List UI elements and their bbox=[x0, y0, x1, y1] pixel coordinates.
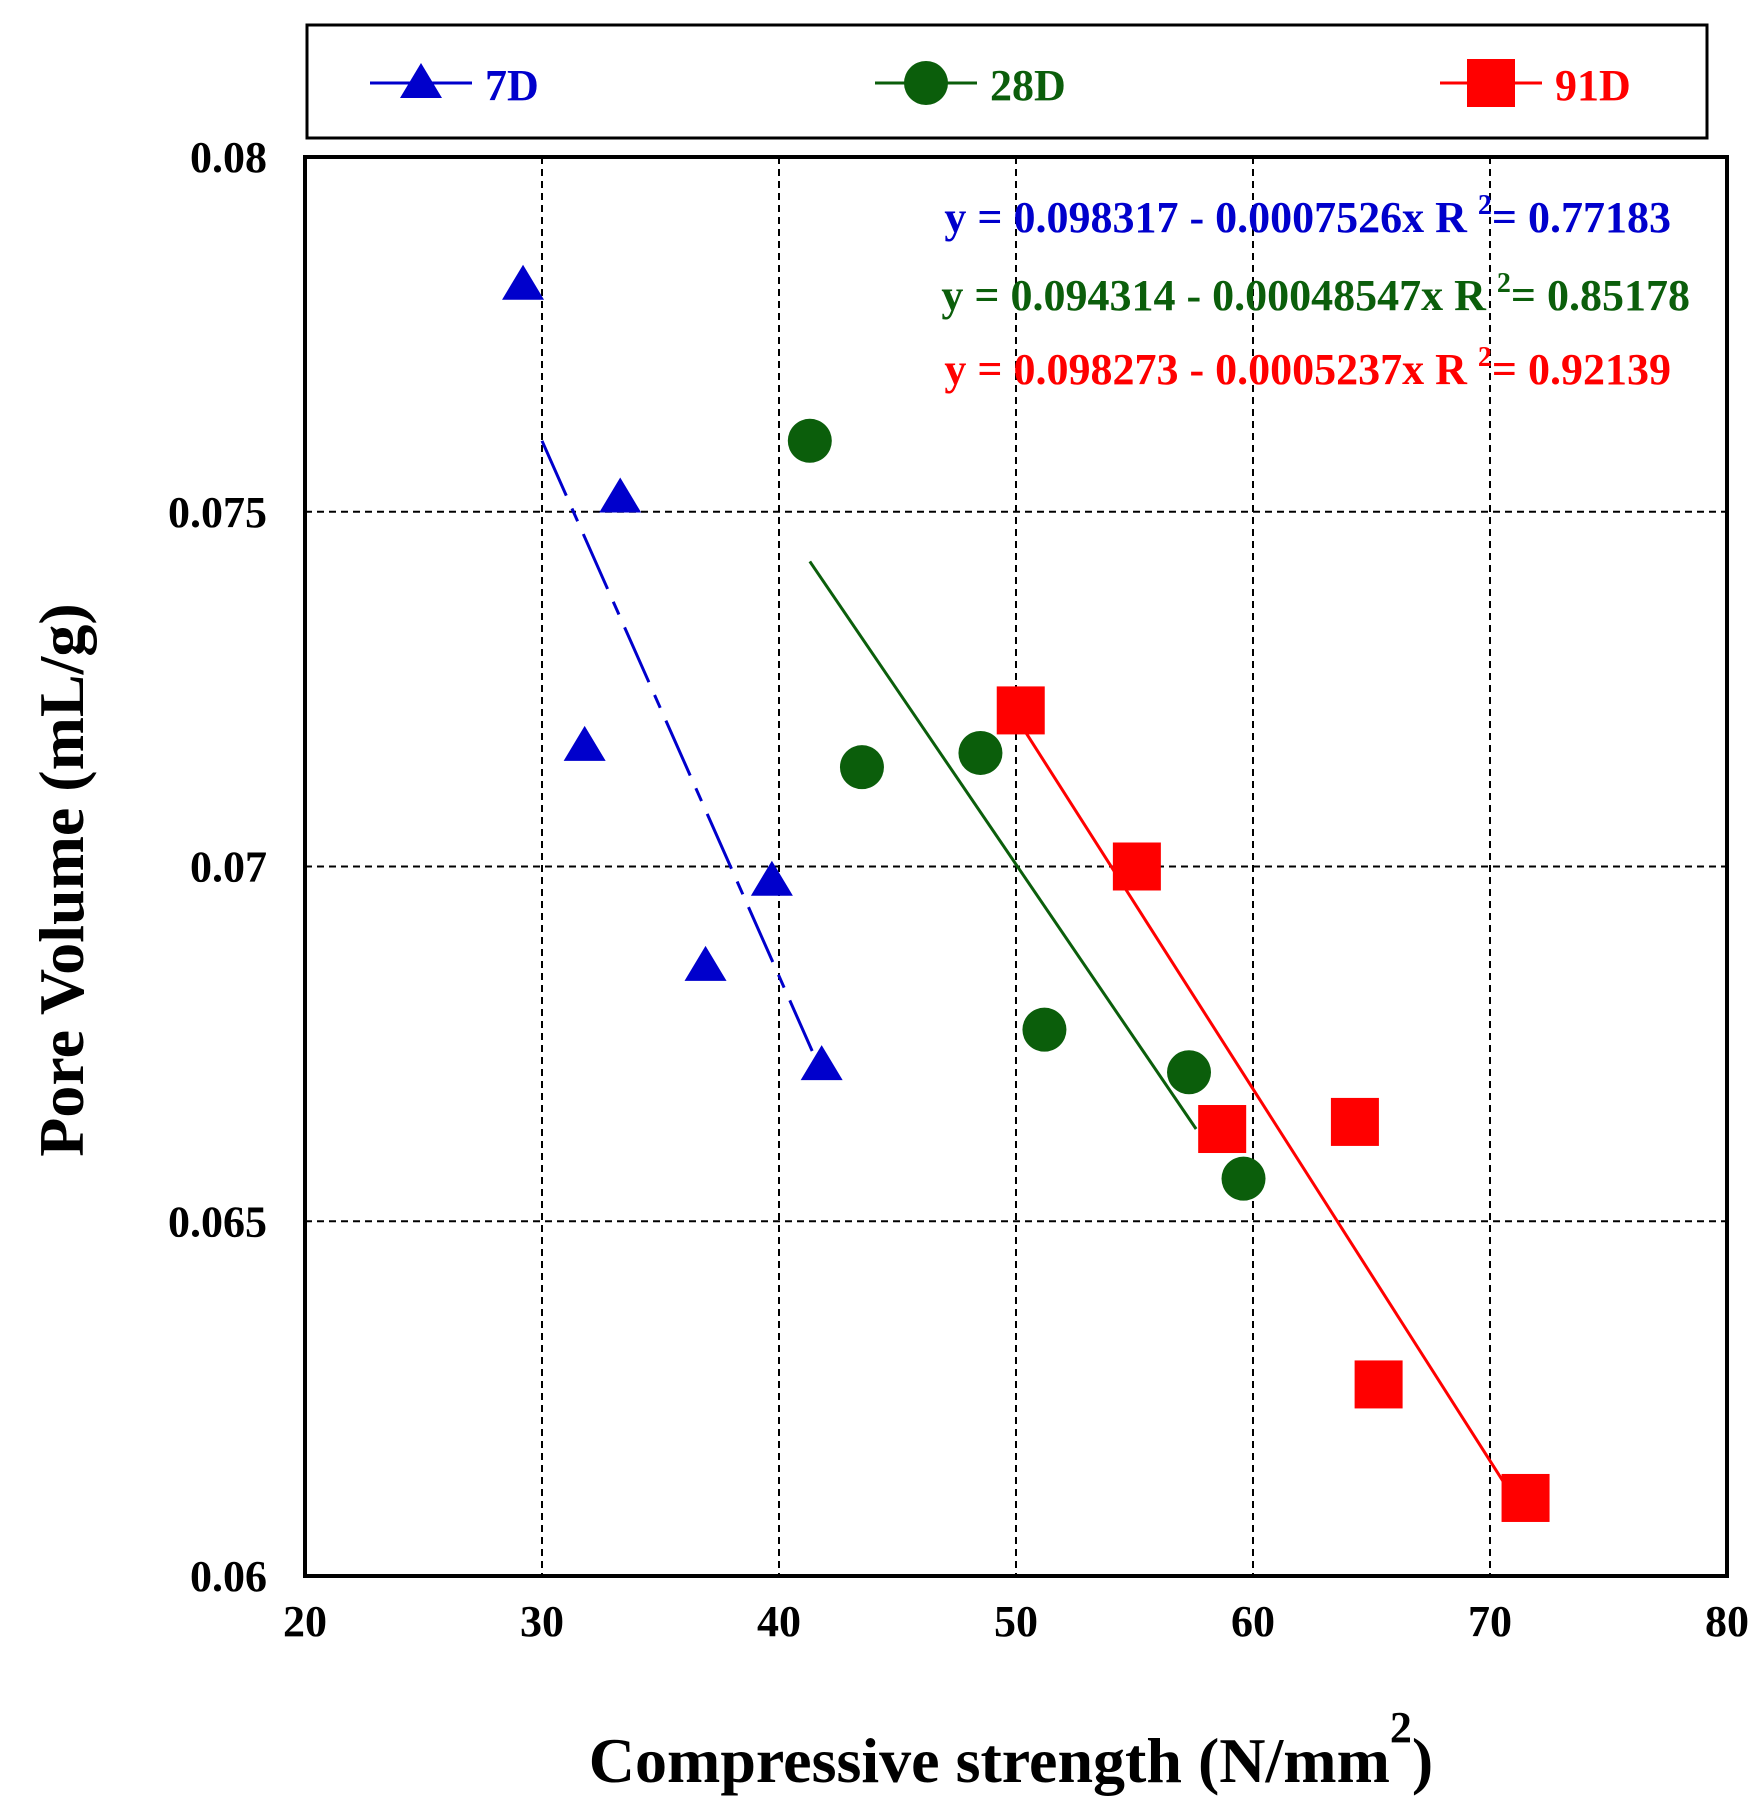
x-tick-labels: 20 30 40 50 60 70 80 bbox=[283, 1597, 1749, 1646]
x-tick-label: 50 bbox=[994, 1597, 1038, 1646]
equation-7D: y = 0.098317 - 0.0007526x R 2= 0.77183 bbox=[944, 190, 1671, 242]
y-axis-title: Pore Volume (mL/g) bbox=[26, 603, 97, 1156]
regression-equations: y = 0.098317 - 0.0007526x R 2= 0.77183 y … bbox=[941, 190, 1690, 394]
y-tick-label: 0.065 bbox=[168, 1197, 267, 1246]
point-91D bbox=[1198, 1105, 1247, 1154]
fit-lines bbox=[540, 440, 1515, 1499]
point-28D bbox=[839, 745, 884, 790]
equation-28D: y = 0.094314 - 0.00048547x R 2= 0.85178 bbox=[941, 268, 1690, 320]
point-91D bbox=[1330, 1097, 1379, 1146]
fit-line-28D bbox=[808, 560, 1198, 1130]
equation-91D: y = 0.098273 - 0.0005237x R 2= 0.92139 bbox=[944, 342, 1671, 394]
point-7D bbox=[800, 1045, 843, 1081]
y-tick-label: 0.08 bbox=[190, 133, 267, 182]
point-91D bbox=[1501, 1473, 1550, 1522]
legend-label-91D: 91D bbox=[1555, 61, 1631, 110]
point-91D bbox=[1112, 842, 1161, 891]
point-7D bbox=[502, 264, 545, 300]
point-28D bbox=[787, 418, 832, 463]
data-markers bbox=[502, 264, 1550, 1522]
y-tick-label: 0.06 bbox=[190, 1552, 267, 1601]
fit-line-91D bbox=[1019, 723, 1515, 1499]
point-7D bbox=[563, 725, 606, 761]
x-tick-label: 70 bbox=[1468, 1597, 1512, 1646]
plot-frame bbox=[303, 155, 1729, 1578]
x-tick-label: 60 bbox=[1231, 1597, 1275, 1646]
x-tick-label: 20 bbox=[283, 1597, 327, 1646]
x-tick-label: 30 bbox=[520, 1597, 564, 1646]
y-tick-label: 0.075 bbox=[168, 488, 267, 537]
point-7D bbox=[684, 945, 727, 981]
legend-marker-91D bbox=[1467, 59, 1515, 107]
x-tick-label: 80 bbox=[1705, 1597, 1749, 1646]
point-91D bbox=[1354, 1360, 1403, 1409]
x-axis-title-sup: 2 bbox=[1390, 1703, 1412, 1752]
point-28D bbox=[958, 730, 1003, 775]
point-7D bbox=[599, 477, 642, 513]
x-axis-title: Compressive strength (N/mm2) bbox=[589, 1703, 1433, 1796]
y-tick-labels: 0.06 0.065 0.07 0.075 0.08 bbox=[168, 133, 267, 1601]
y-tick-label: 0.07 bbox=[190, 843, 267, 892]
legend-marker-28D bbox=[904, 61, 948, 105]
point-28D bbox=[1221, 1156, 1266, 1201]
legend: 7D 28D 91D bbox=[370, 59, 1631, 110]
fit-line-7D bbox=[540, 440, 814, 1052]
x-tick-label: 40 bbox=[757, 1597, 801, 1646]
point-28D bbox=[1167, 1050, 1212, 1095]
legend-marker-7D bbox=[400, 63, 442, 98]
point-91D bbox=[996, 686, 1045, 735]
legend-label-28D: 28D bbox=[990, 61, 1066, 110]
point-28D bbox=[1022, 1007, 1067, 1052]
point-7D bbox=[750, 860, 793, 896]
legend-label-7D: 7D bbox=[485, 61, 539, 110]
